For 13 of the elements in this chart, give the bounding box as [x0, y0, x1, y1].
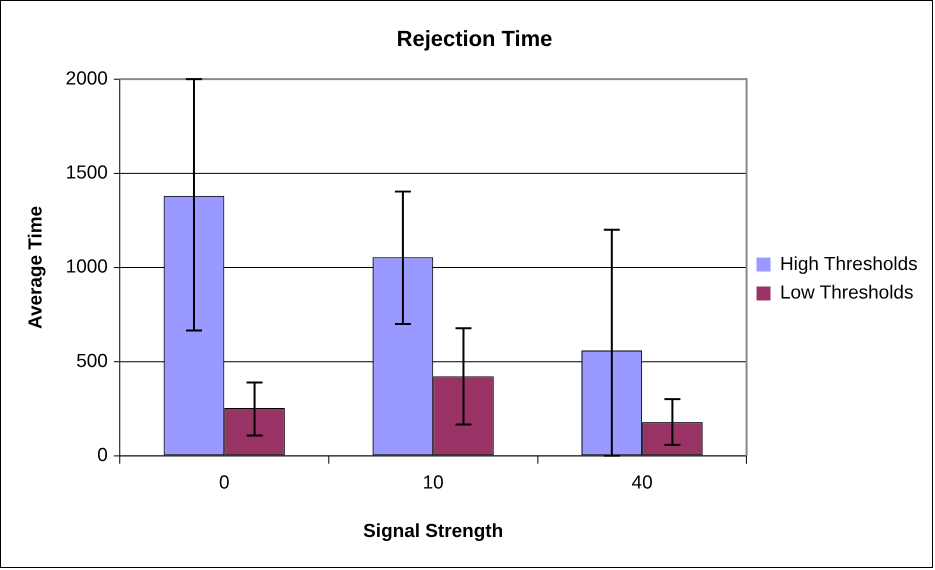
y-tick-label: 0 [97, 445, 108, 466]
y-tick-label: 2000 [66, 68, 108, 90]
x-tick-label: 10 [422, 472, 444, 494]
x-tick-label: 0 [218, 472, 230, 494]
legend-label: High Thresholds [780, 254, 918, 275]
y-tick-label: 1500 [66, 162, 108, 184]
legend-label: Low Thresholds [780, 282, 914, 304]
x-tick-label: 40 [632, 472, 653, 494]
y-axis-title: Average Time [26, 206, 47, 329]
y-tick-label: 1000 [66, 256, 108, 278]
y-tick-label: 500 [76, 350, 108, 372]
chart-title: Rejection Time [396, 26, 552, 52]
x-axis-title: Signal Strength [363, 520, 504, 542]
